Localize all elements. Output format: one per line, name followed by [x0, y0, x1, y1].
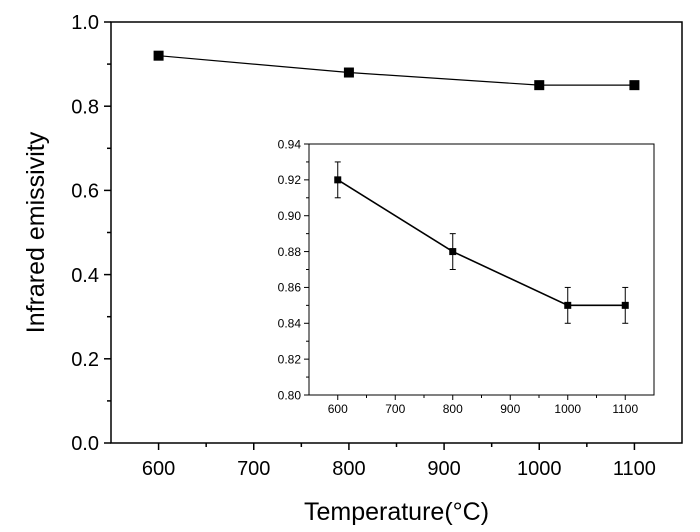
- main-x-tick-label: 600: [142, 458, 175, 480]
- main-data-point: [629, 80, 640, 91]
- main-y-axis-title: Infrared emissivity: [22, 131, 50, 333]
- main-x-tick-label: 1000: [517, 458, 562, 480]
- inset-y-tick-label: 0.84: [278, 317, 302, 331]
- inset-plot-frame: [308, 143, 655, 396]
- inset-x-tick-label: 1000: [554, 402, 581, 416]
- main-y-tick-label: 1.0: [71, 12, 99, 34]
- inset-x-tick-label: 900: [500, 402, 520, 416]
- inset-y-tick-label: 0.88: [278, 245, 302, 259]
- main-y-tick-label: 0.8: [71, 96, 99, 118]
- main-x-tick-label: 1100: [613, 458, 656, 480]
- inset-y-tick-label: 0.92: [278, 173, 302, 187]
- inset-x-tick-label: 800: [443, 402, 463, 416]
- inset-plot: 600 700 800 900 1000 1100 0.80 0.82 0.84 0.86 0.88…: [278, 137, 655, 416]
- main-x-tick-label: 900: [427, 458, 460, 480]
- main-y-tick-label: 0.0: [71, 433, 99, 455]
- main-y-tick-label: 0.2: [71, 349, 99, 371]
- inset-data-point: [449, 248, 457, 256]
- main-data-point: [343, 67, 354, 78]
- inset-y-tick-label: 0.82: [278, 352, 302, 366]
- inset-x-tick-label: 700: [385, 402, 405, 416]
- inset-data-point: [334, 176, 342, 184]
- inset-data-point: [564, 301, 572, 309]
- main-y-tick-label: 0.4: [71, 265, 99, 287]
- inset-y-tick-label: 0.86: [278, 281, 302, 295]
- main-x-axis-title: Temperature(°C): [304, 498, 489, 526]
- inset-y-tick-label: 0.90: [278, 209, 302, 223]
- inset-y-tick-label: 0.94: [278, 137, 302, 151]
- main-x-tick-label: 800: [332, 458, 365, 480]
- inset-series-line: [337, 179, 626, 307]
- inset-x-tick-label: 600: [328, 402, 348, 416]
- main-series-line: [158, 55, 635, 86]
- main-x-tick-label: 700: [237, 458, 270, 480]
- main-y-tick-label: 0.6: [71, 181, 99, 203]
- main-data-point: [153, 50, 164, 61]
- inset-y-tick-label: 0.80: [278, 388, 302, 402]
- main-data-point: [534, 80, 545, 91]
- inset-data-point: [621, 301, 629, 309]
- inset-x-tick-label: 1100: [612, 402, 638, 416]
